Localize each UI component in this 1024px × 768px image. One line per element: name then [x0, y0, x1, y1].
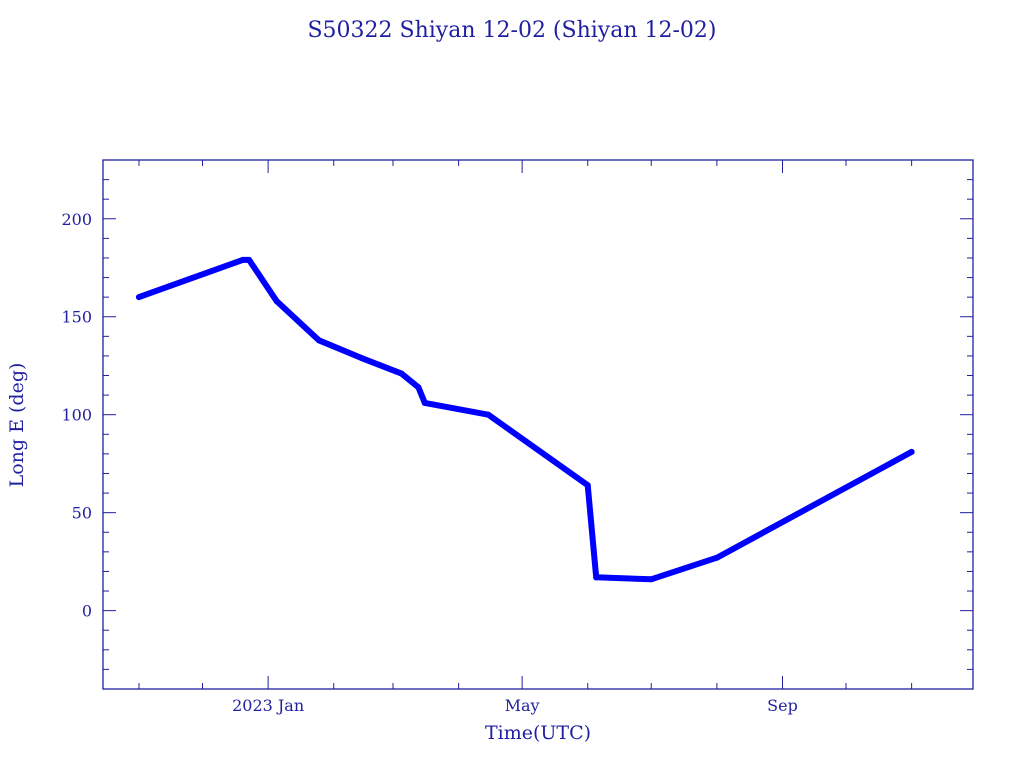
data-point: [421, 399, 428, 406]
x-tick-label: Sep: [767, 696, 798, 715]
data-point: [398, 370, 405, 377]
chart-title: S50322 Shiyan 12-02 (Shiyan 12-02): [307, 18, 716, 43]
data-point: [485, 411, 492, 418]
x-axis: 2023 Jan May Sep: [138, 160, 913, 715]
data-point: [239, 256, 246, 263]
data-point: [135, 294, 142, 301]
series-line: [136, 256, 915, 583]
data-point: [315, 337, 322, 344]
y-tick-label: 150: [61, 308, 92, 327]
series-group: [135, 256, 915, 583]
data-point: [415, 384, 422, 391]
data-point: [713, 554, 720, 561]
x-tick-label: May: [505, 696, 540, 715]
y-axis: 0 50 100 150 200: [61, 159, 973, 690]
data-point: [584, 482, 591, 489]
y-tick-label: 0: [82, 602, 92, 621]
data-point: [273, 298, 280, 305]
y-tick-label: 100: [61, 406, 92, 425]
x-axis-label: Time(UTC): [485, 722, 591, 744]
y-axis-label: Long E (deg): [6, 363, 28, 488]
plot-frame: [102, 159, 974, 690]
data-point: [358, 354, 365, 361]
data-point: [648, 576, 655, 583]
plot-border: [102, 159, 974, 690]
y-tick-label: 200: [61, 210, 92, 229]
data-point: [246, 256, 253, 263]
data-point: [908, 448, 915, 455]
y-tick-label: 50: [72, 504, 92, 523]
data-point: [593, 574, 600, 581]
x-tick-label: 2023 Jan: [232, 696, 304, 715]
